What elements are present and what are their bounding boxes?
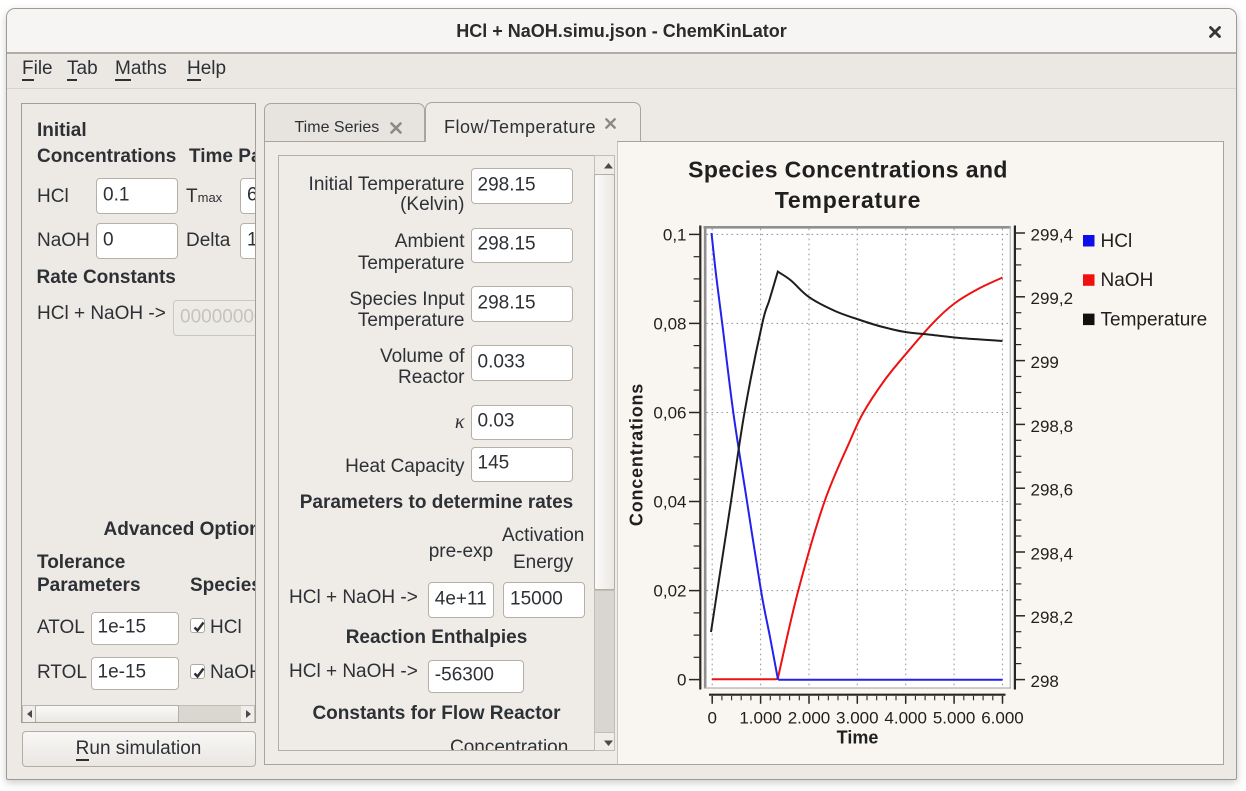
svg-text:299: 299 — [1031, 353, 1059, 372]
svg-text:6.000: 6.000 — [981, 709, 1024, 728]
svg-text:3.000: 3.000 — [836, 709, 879, 728]
svg-text:0,04: 0,04 — [653, 493, 686, 512]
svg-text:0,1: 0,1 — [663, 225, 687, 244]
svg-text:298,2: 298,2 — [1031, 608, 1074, 627]
svg-text:298,6: 298,6 — [1031, 481, 1074, 500]
svg-text:298,4: 298,4 — [1031, 544, 1074, 563]
svg-text:Time: Time — [837, 728, 879, 748]
svg-text:298: 298 — [1031, 672, 1059, 691]
svg-text:299,4: 299,4 — [1031, 225, 1074, 244]
svg-text:HCl: HCl — [1101, 231, 1133, 252]
svg-text:298,8: 298,8 — [1031, 417, 1074, 436]
svg-text:NaOH: NaOH — [1101, 270, 1154, 291]
svg-text:1.000: 1.000 — [739, 709, 782, 728]
svg-text:Concentrations: Concentrations — [627, 383, 647, 526]
svg-text:Species Concentrations and: Species Concentrations and — [688, 156, 1008, 182]
svg-text:299,2: 299,2 — [1031, 289, 1074, 308]
svg-text:Temperature: Temperature — [775, 187, 921, 213]
svg-text:0: 0 — [677, 671, 686, 690]
svg-text:Temperature: Temperature — [1101, 309, 1208, 330]
svg-text:0,02: 0,02 — [653, 582, 686, 601]
svg-text:0,08: 0,08 — [653, 314, 686, 333]
svg-text:0: 0 — [707, 709, 716, 728]
svg-text:4.000: 4.000 — [884, 709, 927, 728]
svg-text:5.000: 5.000 — [933, 709, 976, 728]
svg-text:0,06: 0,06 — [653, 404, 686, 423]
svg-text:2.000: 2.000 — [788, 709, 831, 728]
